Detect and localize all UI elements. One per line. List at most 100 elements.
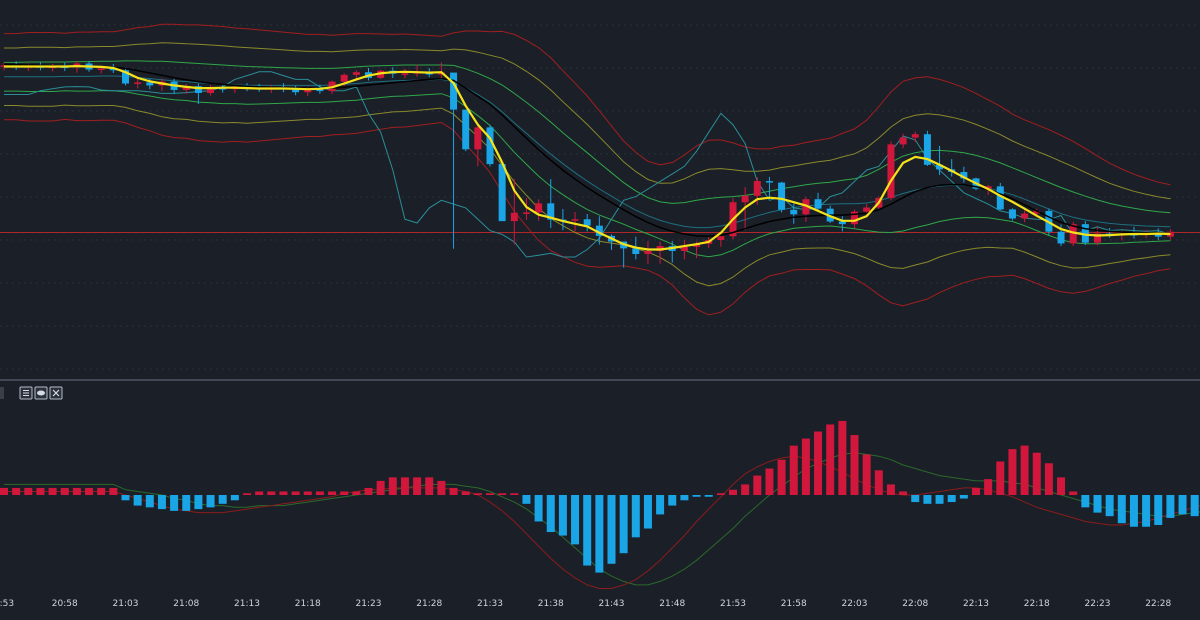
candle[interactable] <box>717 234 725 247</box>
candle[interactable] <box>960 166 968 183</box>
candle-body <box>753 181 761 196</box>
candle-body <box>887 144 895 199</box>
eye-icon[interactable] <box>34 386 48 400</box>
histogram-bar <box>729 489 737 495</box>
candle-body <box>644 250 652 255</box>
candle-body <box>1021 213 1029 219</box>
candle[interactable] <box>535 199 543 221</box>
candle[interactable] <box>1021 210 1029 223</box>
histogram-bar <box>874 470 883 495</box>
close-icon[interactable] <box>49 386 63 400</box>
histogram-bar <box>133 495 142 506</box>
histogram-bar <box>595 495 604 573</box>
candle[interactable] <box>778 181 786 213</box>
candle[interactable] <box>134 78 142 89</box>
candle[interactable] <box>498 163 506 222</box>
histogram-bar <box>413 477 422 495</box>
candle-body <box>595 225 603 236</box>
histogram-bar <box>182 495 191 511</box>
candle[interactable] <box>1008 208 1016 221</box>
histogram-bar <box>753 475 762 495</box>
histogram-bar <box>121 495 130 501</box>
settings-icon[interactable] <box>19 386 33 400</box>
candle[interactable] <box>680 240 688 260</box>
candle[interactable] <box>644 241 652 264</box>
histogram-bar <box>72 487 81 495</box>
candle[interactable] <box>911 131 919 143</box>
candle[interactable] <box>522 198 530 220</box>
candle-body <box>851 211 858 225</box>
histogram-bar <box>607 495 616 564</box>
candle[interactable] <box>899 133 907 149</box>
candle-body <box>109 68 117 71</box>
candle-body <box>401 73 409 75</box>
oscillator-lines <box>4 452 1200 589</box>
candle[interactable] <box>790 203 798 224</box>
candle-body <box>632 248 640 255</box>
candle[interactable] <box>450 72 458 249</box>
candle-body <box>474 127 482 150</box>
candle[interactable] <box>401 68 409 79</box>
candle[interactable] <box>122 67 129 86</box>
candle-body <box>911 134 919 138</box>
candle-body <box>1094 233 1101 243</box>
candle-body <box>923 134 931 165</box>
candle[interactable] <box>462 109 470 152</box>
candle[interactable] <box>413 64 421 77</box>
candle[interactable] <box>486 124 494 167</box>
x-tick-label: 0:53 <box>0 599 14 609</box>
candle[interactable] <box>668 241 676 263</box>
histogram-bar <box>911 495 920 503</box>
candle[interactable] <box>948 159 956 177</box>
candle[interactable] <box>182 83 190 95</box>
x-tick-label: 21:33 <box>477 599 503 609</box>
candle-body <box>535 203 543 213</box>
candle[interactable] <box>887 141 895 201</box>
candle[interactable] <box>595 216 603 245</box>
candle[interactable] <box>802 196 810 222</box>
candle-body <box>352 72 360 75</box>
candle-body <box>1166 231 1174 237</box>
x-tick-label: 20:58 <box>52 599 78 609</box>
histogram-bar <box>145 495 154 508</box>
candle-body <box>1081 224 1089 243</box>
candle[interactable] <box>292 85 300 96</box>
candle-body <box>304 89 312 93</box>
candle[interactable] <box>352 70 360 80</box>
candle-body <box>1057 231 1065 244</box>
histogram-bar <box>24 487 33 495</box>
candle[interactable] <box>838 216 846 232</box>
candle-body <box>522 212 530 214</box>
main-bands <box>4 23 1171 316</box>
candle[interactable] <box>851 209 858 229</box>
band-mid-line <box>4 75 1171 229</box>
candle[interactable] <box>194 83 202 104</box>
candle[interactable] <box>583 213 591 232</box>
histogram-bar <box>291 491 300 495</box>
histogram-bar <box>230 495 239 501</box>
candle-body <box>510 212 518 222</box>
histogram-bar <box>862 454 871 495</box>
histogram-bar <box>947 495 956 503</box>
candle-body <box>486 127 494 165</box>
candle[interactable] <box>656 241 664 264</box>
candle[interactable] <box>207 85 215 96</box>
histogram-bar <box>243 493 251 495</box>
candle[interactable] <box>936 145 944 176</box>
candle[interactable] <box>1166 229 1174 240</box>
candle[interactable] <box>1081 221 1089 245</box>
candle-body <box>583 219 591 226</box>
candle[interactable] <box>571 212 579 232</box>
candle[interactable] <box>547 179 555 228</box>
candle[interactable] <box>474 125 482 167</box>
x-tick-label: 22:08 <box>902 599 928 609</box>
candle[interactable] <box>814 192 822 212</box>
histogram-bar <box>60 487 69 495</box>
toolbar-left-button[interactable] <box>0 387 4 399</box>
histogram-bar <box>364 487 373 495</box>
candle-body <box>996 186 1004 210</box>
histogram-bar <box>303 491 312 495</box>
candle[interactable] <box>765 176 773 197</box>
x-tick-label: 21:43 <box>599 599 625 609</box>
